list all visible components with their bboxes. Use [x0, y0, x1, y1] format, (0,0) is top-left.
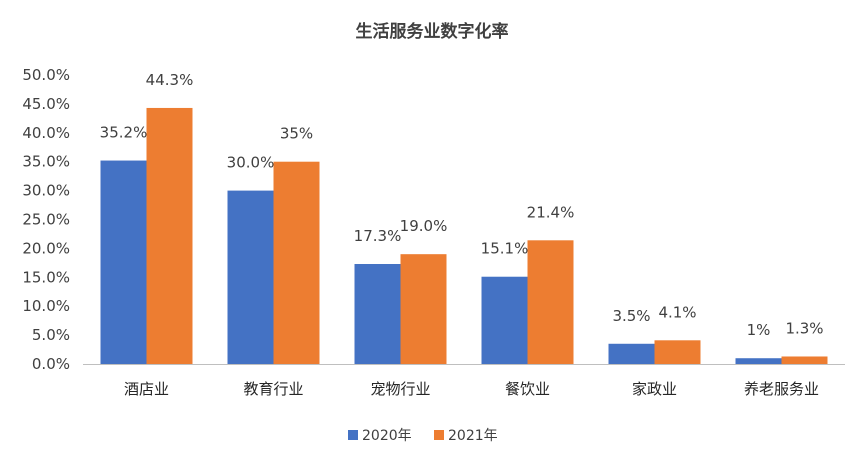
y-tick-label: 20.0% [22, 239, 70, 257]
data-label: 35.2% [100, 124, 148, 142]
y-tick-label: 40.0% [22, 124, 70, 142]
y-tick-label: 50.0% [22, 66, 70, 84]
bar-series1 [735, 358, 782, 364]
legend: 2020年 2021年 [348, 428, 498, 444]
y-tick-label: 45.0% [22, 95, 70, 113]
y-tick-label: 0.0% [32, 355, 70, 373]
legend-label: 2021年 [448, 428, 498, 444]
y-tick-label: 25.0% [22, 211, 70, 229]
category-label: 酒店业 [124, 380, 169, 398]
data-label: 1.3% [785, 319, 823, 337]
data-label: 21.4% [527, 203, 575, 221]
category-label: 教育行业 [243, 380, 303, 398]
bar-series1 [354, 264, 401, 364]
bars-group [100, 107, 828, 365]
category-label: 养老服务业 [744, 380, 819, 398]
y-tick-label: 15.0% [22, 268, 70, 286]
y-tick-label: 5.0% [32, 326, 70, 344]
data-labels-group: 35.2% 44.3% 30.0% 35% 17.3%19.0% 15.1% 21.4% 3.… [100, 71, 824, 339]
bar-series2 [781, 356, 828, 364]
y-tick-label: 30.0% [22, 182, 70, 200]
y-tick-label: 35.0% [22, 153, 70, 171]
legend-swatch [434, 430, 444, 440]
data-label: 15.1% [481, 240, 529, 258]
data-label: 3.5% [612, 307, 650, 325]
legend-swatch [348, 430, 358, 440]
data-label: 4.1% [658, 303, 696, 321]
data-label: 30.0% [227, 154, 275, 172]
chart-title: 生活服务业数字化率 [356, 21, 509, 42]
bar-series1 [227, 190, 274, 364]
category-label: 家政业 [632, 380, 677, 398]
category-labels-group: 酒店业 教育行业 宠物行业 餐饮业 家政业 养老服务业 [124, 380, 819, 398]
data-label: 17.3% [354, 227, 402, 245]
data-label: 35% [280, 125, 313, 143]
bar-series1 [481, 276, 528, 364]
y-tick-label: 10.0% [22, 297, 70, 315]
category-label: 餐饮业 [505, 380, 550, 398]
bar-series2 [527, 240, 574, 364]
bar-series1 [608, 343, 655, 364]
data-label: 19.0% [400, 217, 448, 235]
bar-series2 [400, 254, 447, 364]
y-axis: 0.0% 5.0% 10.0% 15.0% 20.0% 25.0% 30.0% 35.0% 40… [22, 66, 70, 373]
data-label: 1% [747, 321, 771, 339]
legend-label: 2020年 [362, 428, 412, 444]
bar-series2 [654, 340, 701, 364]
bar-series1 [100, 160, 147, 364]
bar-series2 [146, 107, 193, 365]
category-label: 宠物行业 [370, 380, 430, 398]
bar-series2 [273, 161, 320, 364]
data-label: 44.3% [146, 71, 194, 89]
